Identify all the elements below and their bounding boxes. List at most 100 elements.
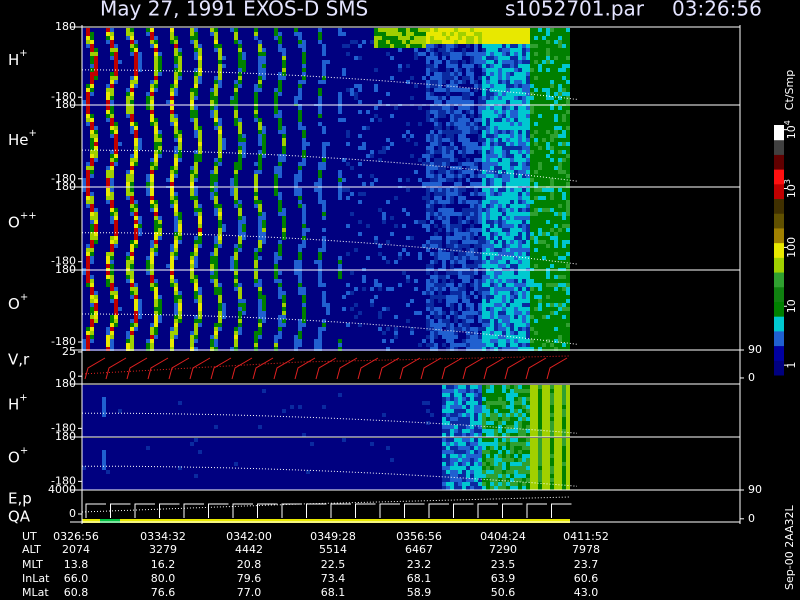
spectrogram-cell [366, 146, 370, 150]
spectrogram-cell [374, 32, 378, 36]
spectrogram-cell [134, 158, 138, 162]
spectrogram-cell [434, 118, 438, 122]
spectrogram-cell [426, 64, 430, 68]
spectrogram-cell [262, 146, 266, 150]
spectrogram-cell [138, 130, 142, 134]
spectrogram-cell [314, 154, 318, 158]
spectrogram-cell [110, 48, 114, 52]
spectrogram-cell [198, 122, 202, 126]
spectrogram-cell [230, 72, 234, 76]
spectrogram-cell [306, 122, 310, 126]
spectrogram-cell [294, 40, 298, 44]
spectrogram-cell [286, 60, 290, 64]
spectrogram-cell [322, 56, 326, 60]
spectrogram-cell [446, 56, 450, 60]
spectrogram-cell [214, 134, 218, 138]
spectrogram-cell [174, 150, 178, 154]
spectrogram-cell [466, 130, 470, 134]
spectrogram-cell [178, 92, 182, 96]
spectrogram-cell [538, 60, 542, 64]
spectrogram-cell [98, 134, 102, 138]
spectrogram-cell [234, 56, 238, 60]
spectrogram-cell [214, 110, 218, 114]
spectrogram-cell [506, 48, 510, 52]
spectrogram-cell [362, 52, 366, 56]
spectrogram-cell [374, 150, 378, 154]
spectrogram-cell [354, 122, 358, 126]
spectrogram-cell [298, 32, 302, 36]
spectrogram-cell [210, 60, 214, 64]
spectrogram-cell [98, 154, 102, 158]
spectrogram-cell [274, 84, 278, 88]
spectrogram-cell [510, 100, 514, 104]
spectrogram-cell [226, 114, 230, 118]
spectrogram-cell [182, 142, 186, 146]
spectrogram-cell [302, 76, 306, 80]
spectrogram-cell [514, 134, 518, 138]
spectrogram-cell [114, 72, 118, 76]
spectrogram-cell [370, 56, 374, 60]
spectrogram-cell [202, 130, 206, 134]
spectrogram-cell [558, 52, 562, 56]
spectrogram-cell [182, 150, 186, 154]
spectrogram-cell [338, 64, 342, 68]
spectrogram-cell [110, 182, 114, 186]
spectrogram-cell [138, 146, 142, 150]
spectrogram-cell [430, 48, 434, 52]
spectrogram-cell [130, 126, 134, 130]
spectrogram-cell [150, 122, 154, 126]
spectrogram-cell [330, 76, 334, 80]
spectrogram-cell [522, 130, 526, 134]
spectrogram-cell [122, 40, 126, 44]
spectrogram-cell [526, 40, 530, 44]
spectrogram-cell [94, 150, 98, 154]
spectrogram-cell [138, 88, 142, 92]
spectrogram-cell [246, 150, 250, 154]
spectrogram-cell [402, 170, 406, 174]
spectrogram-cell [114, 84, 118, 88]
spectrogram-cell [386, 150, 390, 154]
spectrogram-cell [318, 130, 322, 134]
spectrogram-cell [118, 182, 122, 186]
spectrogram-cell [298, 80, 302, 84]
spectrogram-cell [226, 68, 230, 72]
spectrogram-cell [82, 166, 86, 170]
spectrogram-cell [366, 178, 370, 182]
spectrogram-cell [474, 114, 478, 118]
spectrogram-cell [210, 130, 214, 134]
spectrogram-cell [166, 68, 170, 72]
spectrogram-cell [454, 170, 458, 174]
spectrogram-cell [350, 48, 354, 52]
spectrogram-cell [230, 92, 234, 96]
spectrogram-cell [378, 100, 382, 104]
spectrogram-cell [410, 40, 414, 44]
spectrogram-cell [418, 48, 422, 52]
spectrogram-cell [358, 174, 362, 178]
spectrogram-cell [490, 178, 494, 182]
spectrogram-cell [378, 96, 382, 100]
spectrogram-cell [514, 118, 518, 122]
spectrogram-cell [110, 92, 114, 96]
spectrogram-cell [510, 106, 514, 110]
spectrogram-cell [510, 134, 514, 138]
spectrogram-cell [274, 130, 278, 134]
spectrogram-cell [454, 154, 458, 158]
spectrogram-cell [326, 40, 330, 44]
spectrogram-cell [394, 100, 398, 104]
spectrogram-cell [186, 126, 190, 130]
spectrogram-cell [206, 126, 210, 130]
spectrogram-cell [494, 68, 498, 72]
spectrogram-cell [214, 174, 218, 178]
spectrogram-cell [182, 106, 186, 110]
spectrogram-cell [242, 142, 246, 146]
spectrogram-cell [186, 56, 190, 60]
spectrogram-cell [326, 174, 330, 178]
spectrogram-cell [198, 36, 202, 40]
spectrogram-cell [102, 36, 106, 40]
spectrogram-cell [386, 114, 390, 118]
spectrogram-cell [298, 158, 302, 162]
spectrogram-cell [170, 36, 174, 40]
spectrogram-cell [242, 40, 246, 44]
spectrogram-cell [86, 114, 90, 118]
spectrogram-cell [402, 96, 406, 100]
